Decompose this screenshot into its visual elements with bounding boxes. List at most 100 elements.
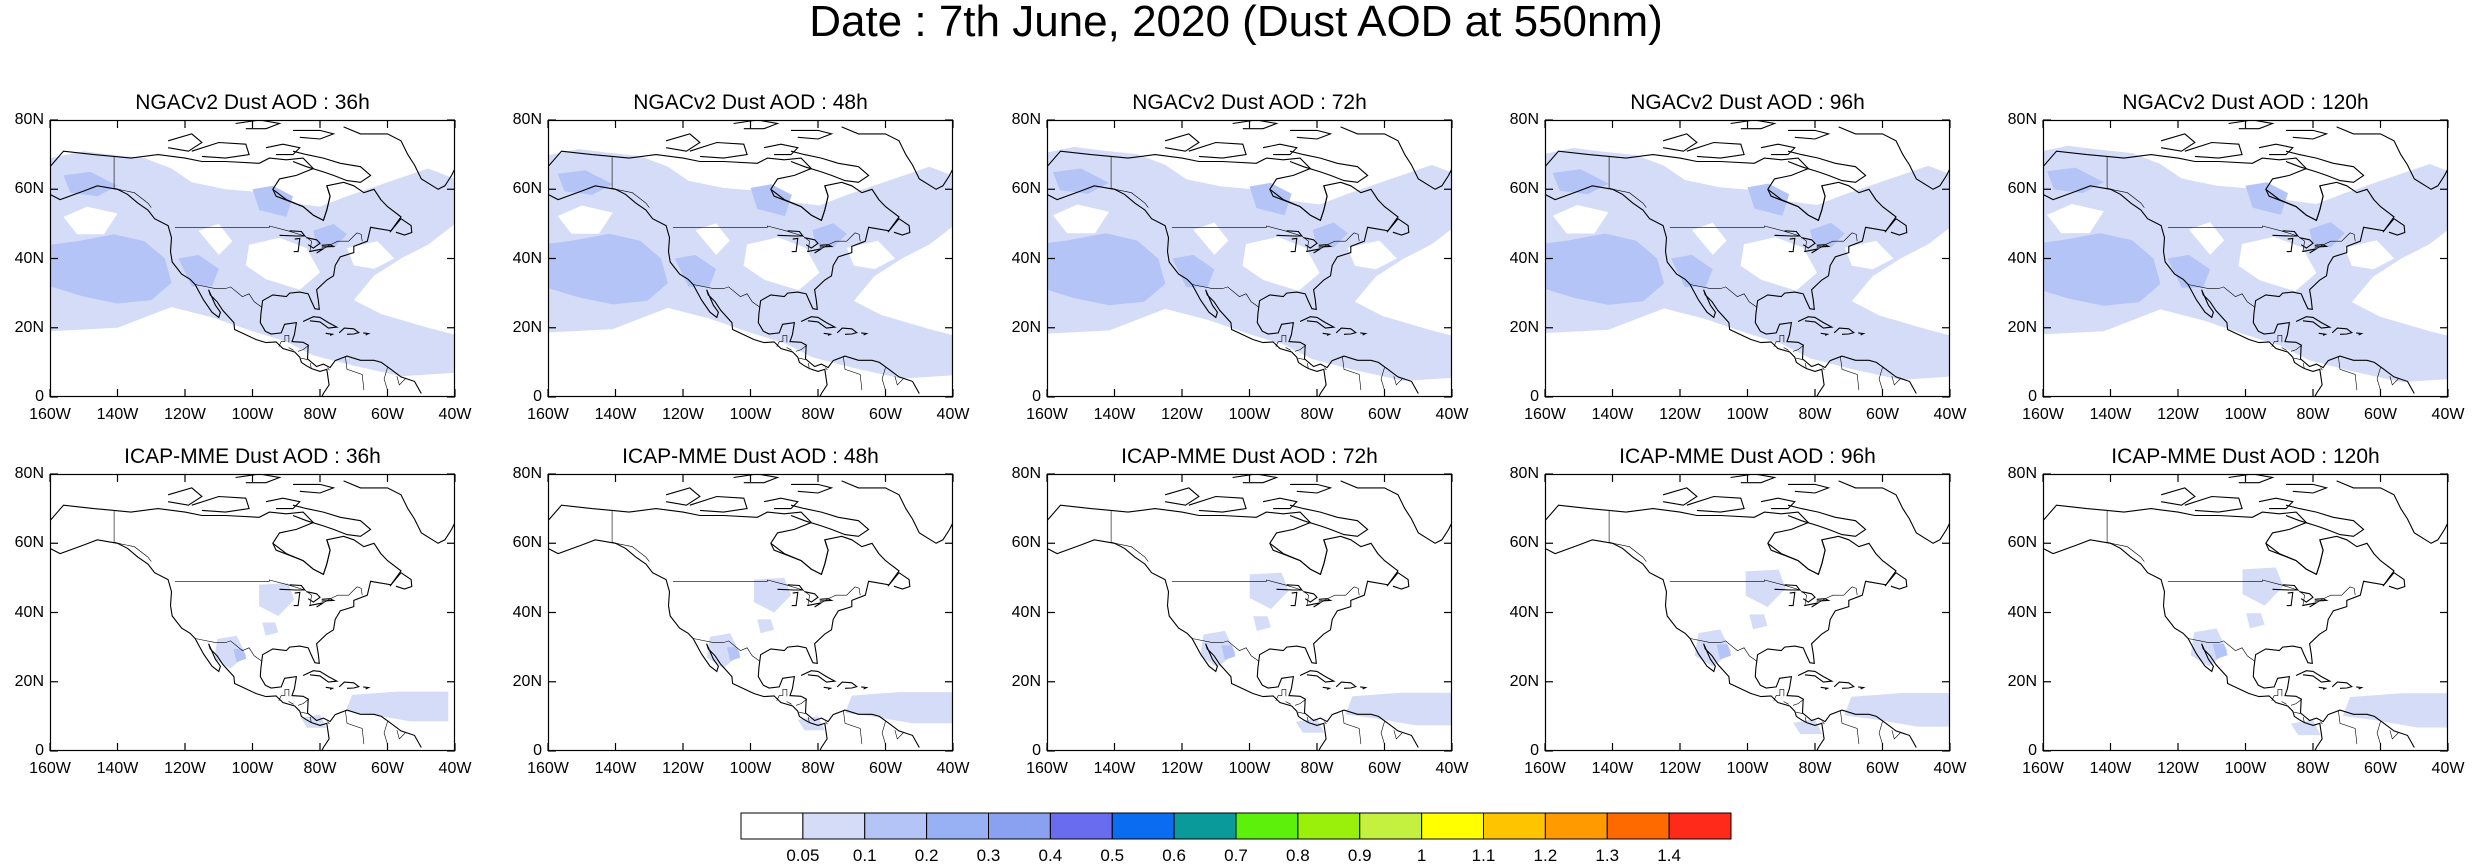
dust-field xyxy=(1745,569,1786,607)
coastline xyxy=(2043,150,2415,394)
dust-field xyxy=(557,170,613,195)
coastline xyxy=(1858,686,1866,690)
country-border xyxy=(1295,698,1307,706)
lon-tick-label: 60W xyxy=(1368,760,1401,777)
colorbar-swatch xyxy=(1111,812,1175,840)
lat-tick-label: 40N xyxy=(14,603,44,621)
country-border xyxy=(2320,721,2323,725)
coastline xyxy=(1816,598,1831,602)
country-border xyxy=(278,335,290,347)
country-border xyxy=(396,376,407,386)
country-border xyxy=(611,510,650,562)
lon-tick-label: 40W xyxy=(936,406,970,423)
lon-tick-label: 120W xyxy=(1659,760,1701,777)
panel-title: NGACv2 Dust AOD : 120h xyxy=(2122,91,2369,114)
country-border xyxy=(1796,711,1803,714)
panel-title: NGACv2 Dust AOD : 72h xyxy=(1132,91,1367,114)
coastline xyxy=(1386,217,1410,236)
lon-tick-label: 80W xyxy=(1798,760,1832,777)
country-border xyxy=(1306,717,1309,722)
country-border xyxy=(843,356,863,391)
coastline xyxy=(363,332,371,336)
country-border xyxy=(1793,344,1805,352)
country-border xyxy=(1171,225,1360,252)
coastline xyxy=(2043,504,2415,748)
coastline xyxy=(1767,185,1826,222)
coastline xyxy=(1047,150,1419,394)
coastline xyxy=(1299,670,1336,683)
colorbar-swatch xyxy=(1544,812,1608,840)
coastline xyxy=(389,571,413,590)
country-border xyxy=(1298,357,1305,360)
lat-tick-label: 80N xyxy=(512,111,542,128)
country-border xyxy=(881,367,886,391)
lon-tick-label: 140W xyxy=(2089,406,2132,423)
dust-field xyxy=(695,223,730,255)
country-border xyxy=(1690,638,1758,662)
country-border xyxy=(1891,730,1902,740)
lat-tick-label: 80N xyxy=(1011,111,1041,128)
lat-tick-label: 20N xyxy=(1011,672,1041,690)
panel-title: NGACv2 Dust AOD : 48h xyxy=(633,91,868,114)
coastline xyxy=(1545,504,1917,748)
country-border xyxy=(1342,710,1362,745)
coastline xyxy=(2285,150,2365,183)
dust-map-panel xyxy=(1544,473,1951,752)
lon-tick-label: 140W xyxy=(2089,760,2132,777)
lat-tick-label: 20N xyxy=(2007,318,2037,336)
country-border xyxy=(2281,347,2287,351)
lon-tick-label: 140W xyxy=(1093,760,1136,777)
lon-tick-label: 80W xyxy=(1798,406,1832,423)
coastline xyxy=(389,217,413,236)
country-border xyxy=(1324,367,1327,371)
coastline xyxy=(1289,504,1369,537)
country-border xyxy=(195,638,263,662)
dust-field xyxy=(259,583,295,616)
lon-tick-label: 80W xyxy=(2296,760,2330,777)
dust-field xyxy=(1253,616,1271,631)
dust-field xyxy=(548,233,668,305)
dust-field xyxy=(750,184,792,217)
dust-map-panel xyxy=(2042,119,2449,398)
country-border xyxy=(1275,335,1287,347)
dust-field xyxy=(1172,254,1215,288)
lon-tick-label: 60W xyxy=(371,406,404,423)
coastline xyxy=(2043,185,2323,397)
lat-tick-label: 80N xyxy=(1509,111,1539,128)
country-border xyxy=(383,721,388,745)
colorbar-label: 0.2 xyxy=(914,846,939,865)
coastline xyxy=(293,591,301,607)
panel-title: ICAP-MME Dust AOD : 120h xyxy=(2111,445,2380,468)
lon-tick-label: 100W xyxy=(231,760,274,777)
coastline xyxy=(1833,681,1856,689)
coastline xyxy=(548,185,828,397)
colorbar-swatch xyxy=(864,812,928,840)
country-border xyxy=(2271,689,2283,701)
dust-field xyxy=(1347,240,1397,270)
colorbar-label: 1 xyxy=(1416,846,1427,865)
figure-title: Date : 7th June, 2020 (Dust AOD at 550nm… xyxy=(809,0,1663,46)
country-border xyxy=(776,335,788,347)
lon-tick-label: 80W xyxy=(1300,760,1334,777)
coastline xyxy=(689,141,748,159)
coastline xyxy=(790,150,870,183)
lon-tick-label: 60W xyxy=(2364,406,2397,423)
country-border xyxy=(1783,701,1789,705)
country-border xyxy=(309,363,312,368)
country-border xyxy=(298,344,310,352)
coastline xyxy=(1884,217,1908,236)
country-border xyxy=(1804,363,1807,368)
lat-tick-label: 60N xyxy=(2007,180,2037,198)
lon-tick-label: 100W xyxy=(1228,406,1271,423)
coastline xyxy=(836,327,859,335)
coastline xyxy=(763,143,799,156)
lat-tick-label: 60N xyxy=(512,534,542,552)
country-border xyxy=(1110,510,1149,562)
coastline xyxy=(1188,141,1247,159)
coastline xyxy=(235,120,282,130)
country-border xyxy=(1669,579,1858,606)
colorbar-label: 0.6 xyxy=(1162,846,1186,865)
lon-tick-label: 160W xyxy=(527,760,569,777)
coastline xyxy=(1788,237,1796,253)
dust-field xyxy=(1671,254,1713,287)
